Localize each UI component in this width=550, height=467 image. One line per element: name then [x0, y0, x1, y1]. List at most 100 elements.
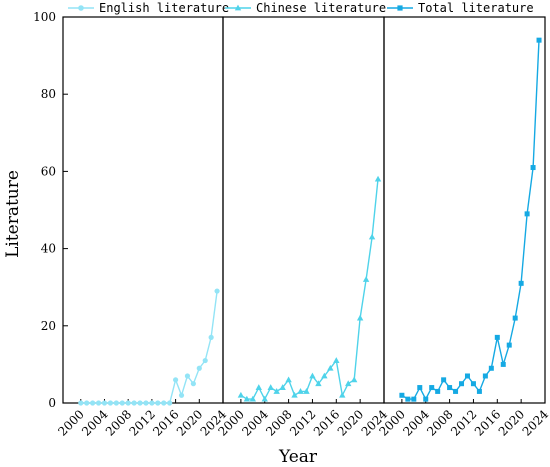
- legend-label: Total literature: [418, 1, 534, 15]
- data-point: [202, 357, 208, 364]
- data-point: [155, 400, 161, 406]
- data-point: [441, 377, 447, 383]
- legend-label: English literature: [99, 1, 229, 15]
- data-point: [447, 385, 453, 391]
- data-point: [399, 392, 405, 398]
- x-tick-label: 2016: [311, 407, 342, 438]
- x-tick-label: 2016: [150, 407, 181, 438]
- y-axis-title: Literature: [3, 170, 23, 258]
- data-point: [149, 400, 155, 406]
- legend-item-3: Total literature: [387, 1, 534, 15]
- data-point: [488, 365, 494, 371]
- data-point: [536, 37, 542, 43]
- data-point: [167, 400, 173, 406]
- data-point: [297, 388, 304, 394]
- legend-marker: [78, 5, 84, 11]
- data-point: [291, 391, 298, 398]
- data-point: [524, 211, 530, 217]
- data-point: [101, 400, 108, 406]
- y-tick-label: 20: [41, 319, 56, 333]
- x-tick-label: 2012: [448, 407, 479, 438]
- data-point: [107, 400, 114, 406]
- data-point: [285, 376, 292, 383]
- data-point: [90, 400, 96, 406]
- data-point: [345, 380, 352, 387]
- data-point: [303, 388, 310, 394]
- x-tick-label: 2000: [55, 407, 86, 438]
- x-axis-title: Year: [278, 447, 318, 467]
- data-point: [208, 334, 214, 340]
- x-tick-label: 2024: [520, 407, 550, 439]
- data-point: [327, 364, 334, 371]
- legend-marker: [234, 4, 242, 11]
- data-point: [84, 400, 90, 406]
- data-point: [518, 280, 524, 286]
- y-tick-label: 100: [33, 10, 56, 24]
- data-point: [356, 314, 364, 321]
- legend: English literature Chinese literature Tota…: [68, 1, 534, 15]
- data-point: [362, 276, 370, 282]
- data-point: [95, 400, 102, 406]
- data-point: [309, 372, 316, 379]
- data-point: [494, 334, 500, 340]
- data-point: [196, 365, 202, 371]
- legend-label: Chinese literature: [256, 1, 386, 15]
- data-point: [411, 396, 417, 402]
- data-point: [339, 391, 346, 398]
- x-tick-label: 2012: [127, 407, 158, 438]
- data-point: [482, 373, 488, 379]
- data-point: [333, 357, 340, 363]
- data-point: [237, 391, 245, 398]
- series-line-2: [240, 179, 379, 401]
- data-point: [119, 400, 125, 406]
- series-line-1: [80, 291, 218, 404]
- panel-frame: [62, 16, 224, 404]
- y-tick-label: 80: [41, 87, 56, 101]
- x-tick-label: 2008: [103, 407, 134, 438]
- data-point: [464, 373, 470, 379]
- data-point: [273, 388, 280, 394]
- x-tick-label: 2004: [79, 407, 111, 439]
- data-point: [453, 388, 459, 394]
- data-point: [530, 165, 536, 171]
- data-point: [125, 400, 131, 406]
- x-tick-label: 2004: [400, 407, 432, 439]
- y-tick-label: 0: [48, 396, 56, 410]
- data-point: [267, 384, 274, 390]
- y-tick-label: 60: [41, 164, 56, 178]
- data-point: [476, 388, 482, 394]
- data-point: [405, 396, 411, 402]
- data-point: [368, 233, 376, 240]
- data-point: [459, 381, 465, 387]
- data-point: [350, 376, 358, 383]
- data-point: [315, 380, 322, 387]
- data-point: [178, 392, 185, 398]
- data-point: [190, 381, 196, 387]
- y-tick-label: 40: [41, 242, 56, 256]
- data-point: [423, 396, 429, 402]
- x-tick-label: 2008: [424, 407, 455, 438]
- data-point: [78, 400, 84, 406]
- data-point: [417, 385, 423, 391]
- data-point: [161, 400, 167, 406]
- data-point: [131, 400, 137, 406]
- data-point: [143, 400, 149, 406]
- legend-marker: [397, 5, 403, 11]
- legend-item-1: English literature: [68, 1, 229, 15]
- data-point: [214, 288, 220, 294]
- data-point: [321, 372, 328, 379]
- data-point: [512, 315, 518, 321]
- x-tick-label: 2020: [496, 407, 527, 438]
- data-point: [374, 175, 382, 182]
- data-point: [279, 384, 286, 390]
- data-point: [261, 395, 268, 402]
- x-tick-label: 2020: [335, 407, 366, 438]
- data-point: [500, 361, 506, 367]
- x-tick-label: 2012: [287, 407, 318, 438]
- data-point: [470, 381, 476, 387]
- x-tick-label: 2008: [263, 407, 294, 438]
